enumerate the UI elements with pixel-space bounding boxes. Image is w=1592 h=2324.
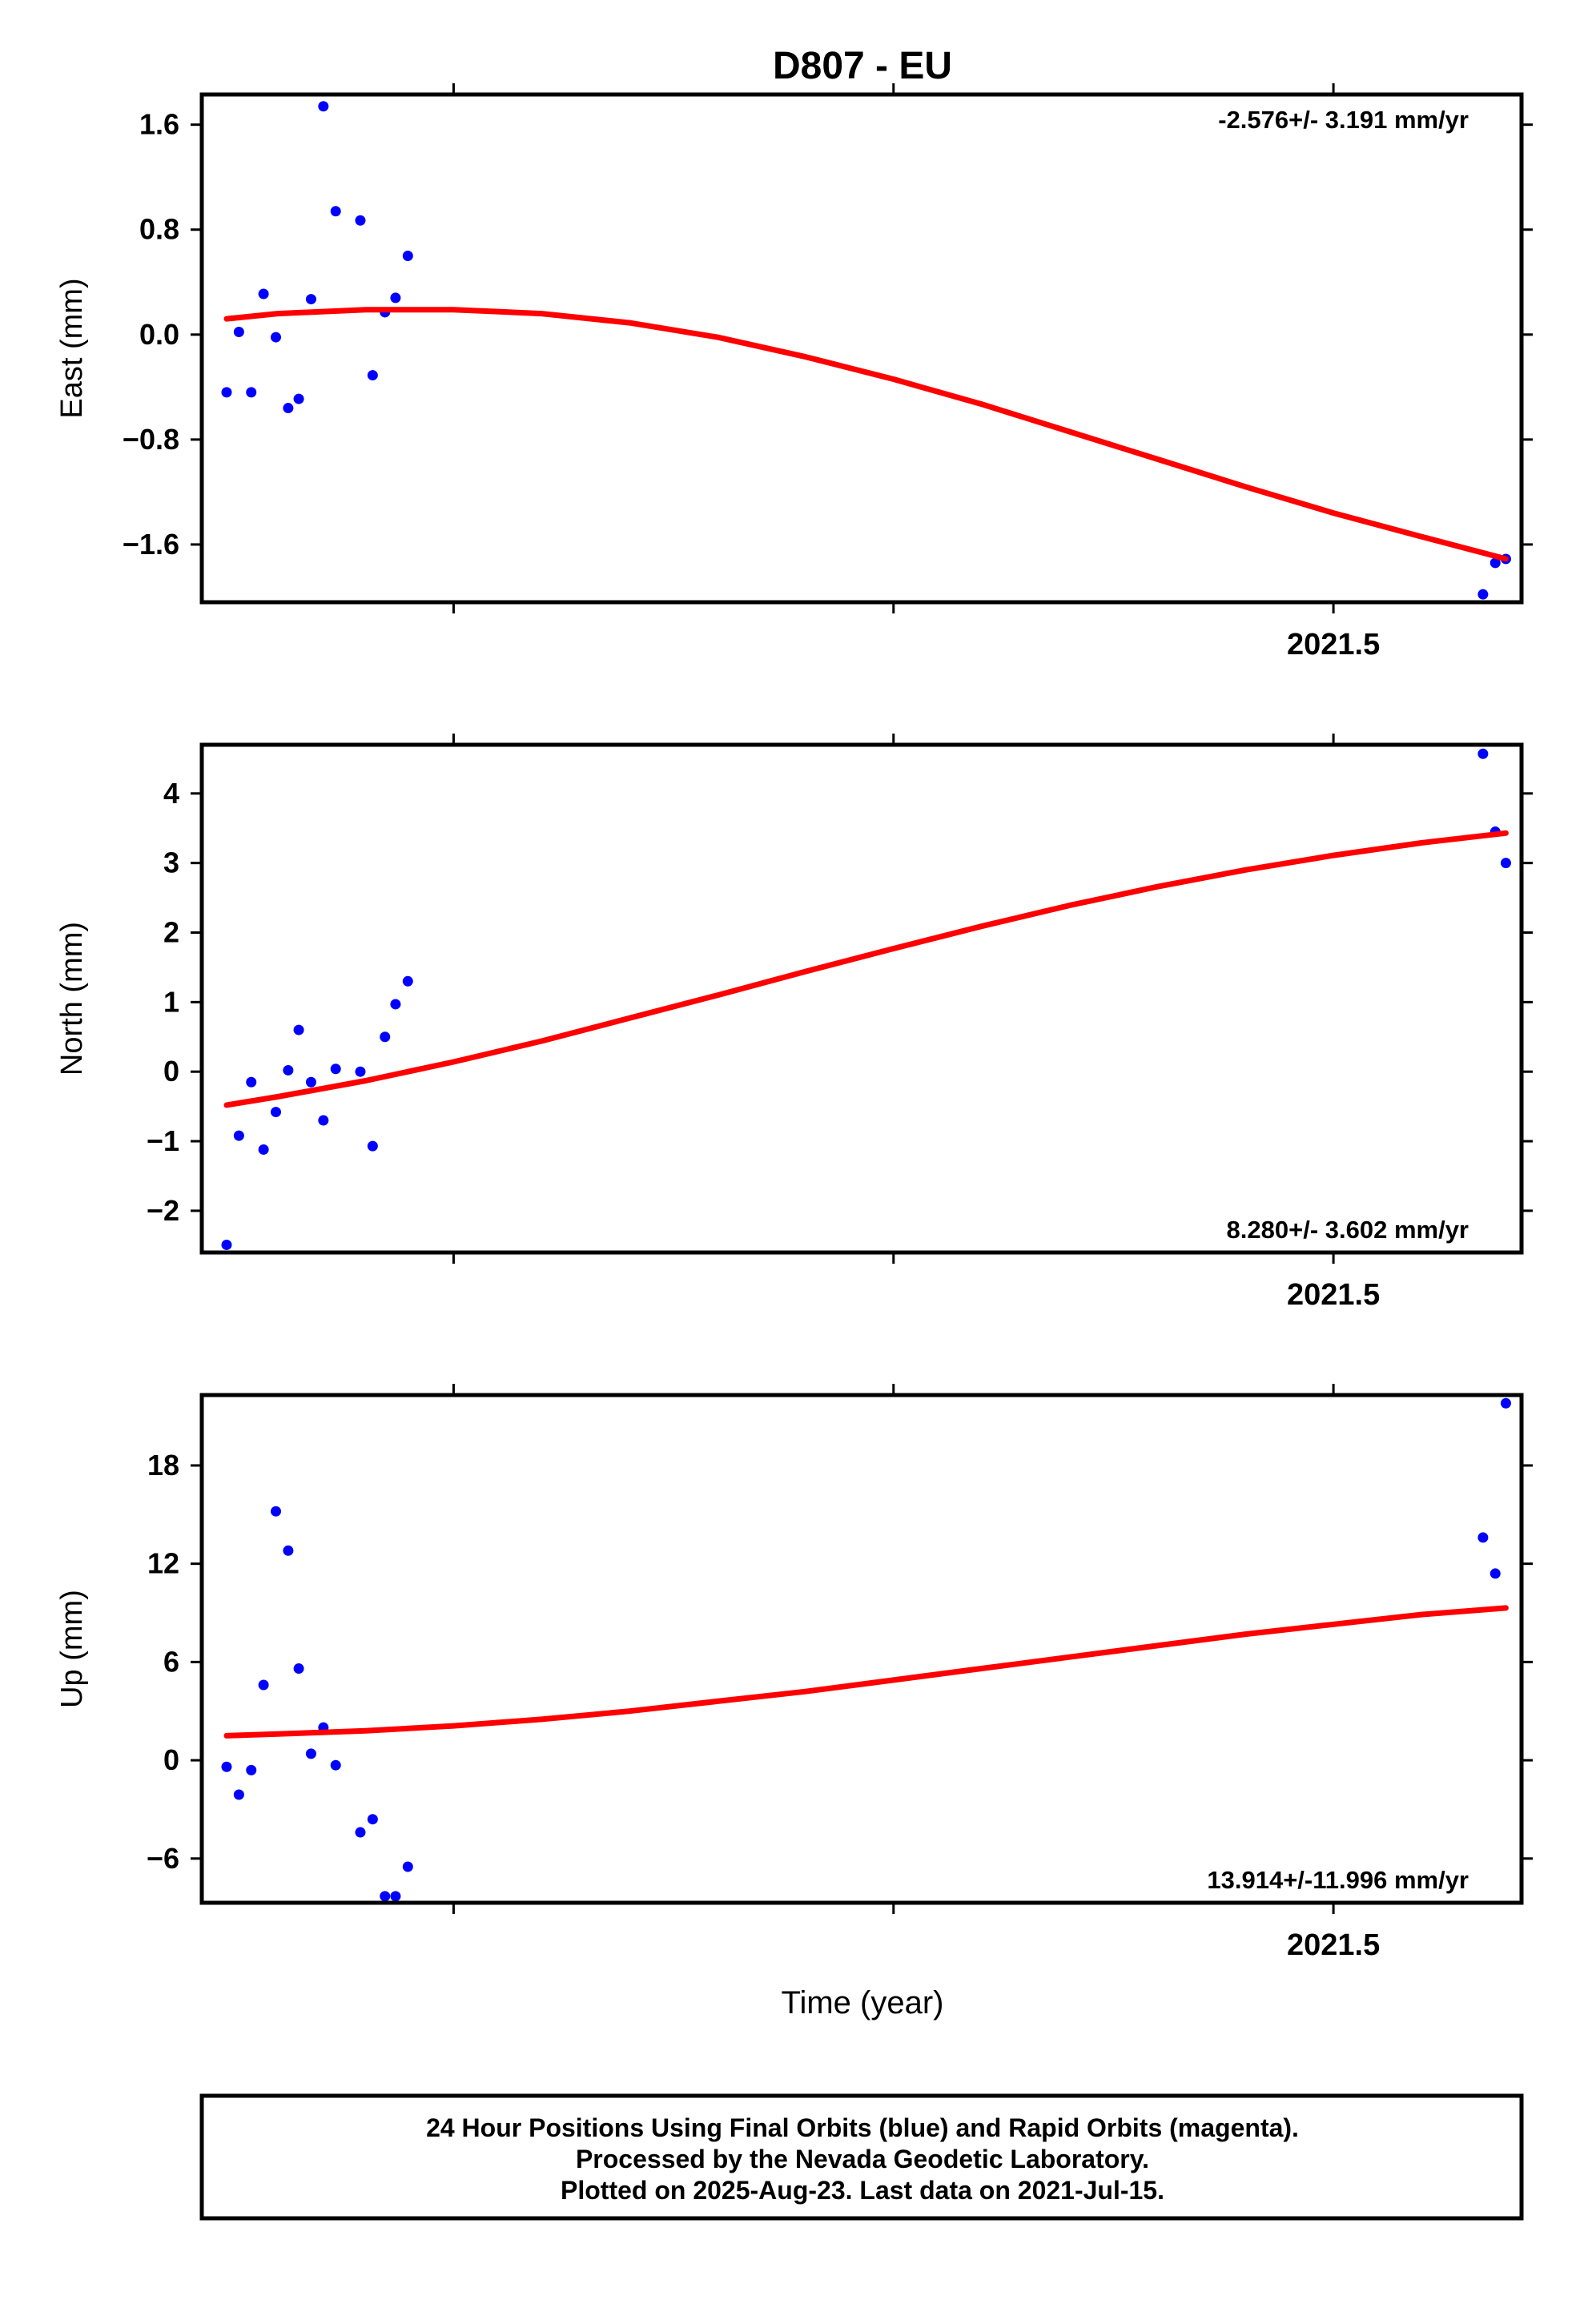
y-axis-label: Up (mm)	[55, 1590, 89, 1708]
y-tick-label: 2	[163, 915, 179, 948]
data-point	[1477, 589, 1489, 600]
y-tick-label: 6	[163, 1645, 179, 1678]
data-point	[330, 1063, 341, 1075]
data-point	[233, 327, 244, 338]
data-points	[221, 1397, 1511, 1902]
data-point	[271, 1506, 282, 1517]
data-points	[221, 748, 1511, 1250]
data-point	[1500, 1397, 1511, 1409]
data-point	[367, 370, 378, 381]
y-tick-label: 0	[163, 1743, 179, 1776]
data-point	[1477, 1532, 1489, 1543]
y-tick-label: 0	[163, 1055, 179, 1088]
data-point	[283, 1545, 294, 1556]
data-point	[380, 1031, 391, 1043]
y-tick-label: 1	[163, 985, 179, 1018]
data-point	[355, 215, 366, 226]
plot-frame	[199, 92, 1524, 605]
y-axis-label: North (mm)	[55, 922, 89, 1076]
data-point	[233, 1789, 244, 1800]
data-point	[283, 1064, 294, 1076]
y-axis-label: East (mm)	[55, 278, 89, 418]
y-tick-label: 18	[147, 1449, 179, 1482]
data-point	[283, 403, 294, 414]
data-point	[305, 294, 316, 305]
data-point	[367, 1814, 378, 1825]
data-point	[271, 1107, 282, 1118]
data-point	[402, 1861, 413, 1872]
data-point	[330, 1759, 341, 1771]
data-point	[246, 1764, 257, 1775]
data-point	[221, 387, 232, 398]
y-tick-label: 12	[147, 1547, 179, 1580]
x-tick-label: 2021.5	[1287, 1278, 1380, 1312]
data-point	[318, 1115, 329, 1126]
data-point	[402, 251, 413, 262]
y-tick-label: 4	[163, 777, 179, 810]
data-point	[258, 1144, 269, 1155]
data-point	[293, 1663, 304, 1675]
data-point	[246, 387, 257, 398]
data-point	[258, 1679, 269, 1691]
footer-line-2: Processed by the Nevada Geodetic Laborat…	[576, 2145, 1149, 2173]
y-tick-label: 0.0	[139, 318, 179, 351]
up-panel: −6 0 6 12 18 2021.5 Up (mm) 13.914+/-11.996 mm/…	[55, 1384, 1533, 1962]
data-point	[246, 1076, 257, 1088]
data-point	[390, 1891, 401, 1902]
data-point	[221, 1239, 232, 1250]
data-point	[318, 101, 329, 112]
data-point	[380, 1891, 391, 1902]
y-tick-label: 1.6	[139, 108, 179, 141]
x-tick-label: 2021.5	[1287, 1928, 1380, 1962]
data-point	[390, 999, 401, 1010]
fit-curve	[223, 1605, 1509, 1739]
plot-frame	[199, 742, 1524, 1255]
data-point	[1477, 748, 1489, 759]
plot-frame	[199, 1393, 1524, 1905]
y-tick-label: −6	[147, 1842, 179, 1875]
data-point	[390, 292, 401, 304]
data-point	[1489, 557, 1501, 569]
data-point	[258, 288, 269, 300]
data-point	[1489, 1568, 1501, 1579]
footer-line-3: Plotted on 2025-Aug-23. Last data on 202…	[561, 2176, 1164, 2205]
fit-curve	[223, 307, 1509, 562]
data-point	[305, 1076, 316, 1088]
footer-frame	[199, 2093, 1524, 2221]
data-point	[221, 1761, 232, 1772]
data-point	[293, 393, 304, 404]
rate-label: 8.280+/- 3.602 mm/yr	[1227, 1216, 1469, 1244]
east-panel: −1.6 −0.8 0.0 0.8 1.6 2021.5 East (mm) -2.576+/…	[55, 83, 1533, 661]
data-point	[367, 1140, 378, 1152]
x-axis-label: Time (year)	[782, 1985, 944, 2020]
data-point	[1500, 858, 1511, 869]
fit-curve	[223, 830, 1509, 1108]
y-tick-label: −1	[147, 1124, 179, 1157]
data-points	[221, 101, 1511, 600]
north-panel: −2 −1 0 1 2 3 4 2021.5 North (mm) 8.280+/- 3.602 …	[55, 734, 1533, 1312]
rate-label: -2.576+/- 3.191 mm/yr	[1218, 106, 1469, 134]
figure-title: D807 - EU	[773, 45, 952, 87]
data-point	[233, 1130, 244, 1141]
data-point	[402, 975, 413, 987]
data-point	[355, 1827, 366, 1838]
y-tick-label: −1.6	[123, 528, 179, 561]
data-point	[355, 1066, 366, 1077]
data-point	[271, 332, 282, 343]
footer-box: 24 Hour Positions Using Final Orbits (bl…	[199, 2093, 1524, 2221]
y-tick-label: 0.8	[139, 213, 179, 246]
data-point	[305, 1748, 316, 1759]
y-tick-label: 3	[163, 846, 179, 879]
rate-label: 13.914+/-11.996 mm/yr	[1207, 1866, 1469, 1894]
y-tick-label: −0.8	[123, 423, 179, 456]
y-tick-label: −2	[147, 1194, 179, 1227]
footer-line-1: 24 Hour Positions Using Final Orbits (bl…	[426, 2113, 1299, 2142]
data-point	[293, 1024, 304, 1035]
data-point	[330, 206, 341, 217]
x-tick-label: 2021.5	[1287, 628, 1380, 661]
